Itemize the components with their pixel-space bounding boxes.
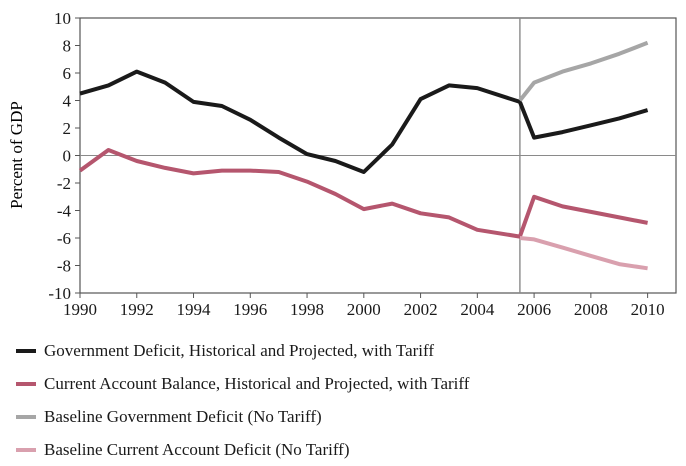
- legend-item: Government Deficit, Historical and Proje…: [16, 334, 469, 367]
- y-tick-label: -2: [57, 174, 71, 193]
- legend-label: Baseline Current Account Deficit (No Tar…: [44, 439, 350, 459]
- y-tick-label: 10: [54, 9, 71, 28]
- series-line-1: [79, 69, 649, 174]
- legend-item: Baseline Government Deficit (No Tariff): [16, 400, 469, 433]
- y-tick-label: 8: [63, 37, 72, 56]
- x-tick-label: 1994: [177, 300, 212, 319]
- y-axis-label: Percent of GDP: [7, 101, 26, 209]
- series-line-3: [518, 40, 649, 102]
- y-tick-label: 0: [63, 147, 72, 166]
- y-tick-label: -6: [57, 229, 71, 248]
- y-tick-label: 2: [63, 119, 72, 138]
- x-tick-label: 2004: [460, 300, 495, 319]
- legend-swatch: [16, 447, 36, 452]
- x-tick-label: 2008: [574, 300, 608, 319]
- y-tick-label: -4: [57, 202, 72, 221]
- y-tick-label: -8: [57, 257, 71, 276]
- x-tick-label: 2000: [347, 300, 381, 319]
- legend-label: Baseline Government Deficit (No Tariff): [44, 406, 322, 426]
- x-tick-label: 2002: [404, 300, 438, 319]
- legend-swatch: [16, 381, 36, 386]
- legend-label: Current Account Balance, Historical and …: [44, 373, 470, 393]
- legend-label: Government Deficit, Historical and Proje…: [44, 340, 435, 360]
- series-line-4: [519, 236, 648, 271]
- legend-swatch: [16, 348, 36, 353]
- legend-item: Current Account Balance, Historical and …: [16, 367, 469, 400]
- y-tick-label: 4: [63, 92, 72, 111]
- legend-swatch: [16, 414, 36, 419]
- x-tick-label: 1998: [290, 300, 324, 319]
- chart-legend: Government Deficit, Historical and Proje…: [16, 334, 469, 466]
- line-chart: 1990 1992 1994 1996 1998 2000 2002 2004 2006 2008…: [7, 9, 677, 319]
- y-tick-label: -10: [48, 284, 71, 303]
- x-tick-label: 1992: [120, 300, 154, 319]
- x-tick-label: 2010: [631, 300, 665, 319]
- x-tick-label: 1990: [63, 300, 97, 319]
- y-tick-label: 6: [63, 64, 72, 83]
- legend-item: Baseline Current Account Deficit (No Tar…: [16, 433, 469, 466]
- series-line-2: [78, 148, 648, 239]
- x-tick-label: 1996: [233, 300, 267, 319]
- x-tick-label: 2006: [517, 300, 551, 319]
